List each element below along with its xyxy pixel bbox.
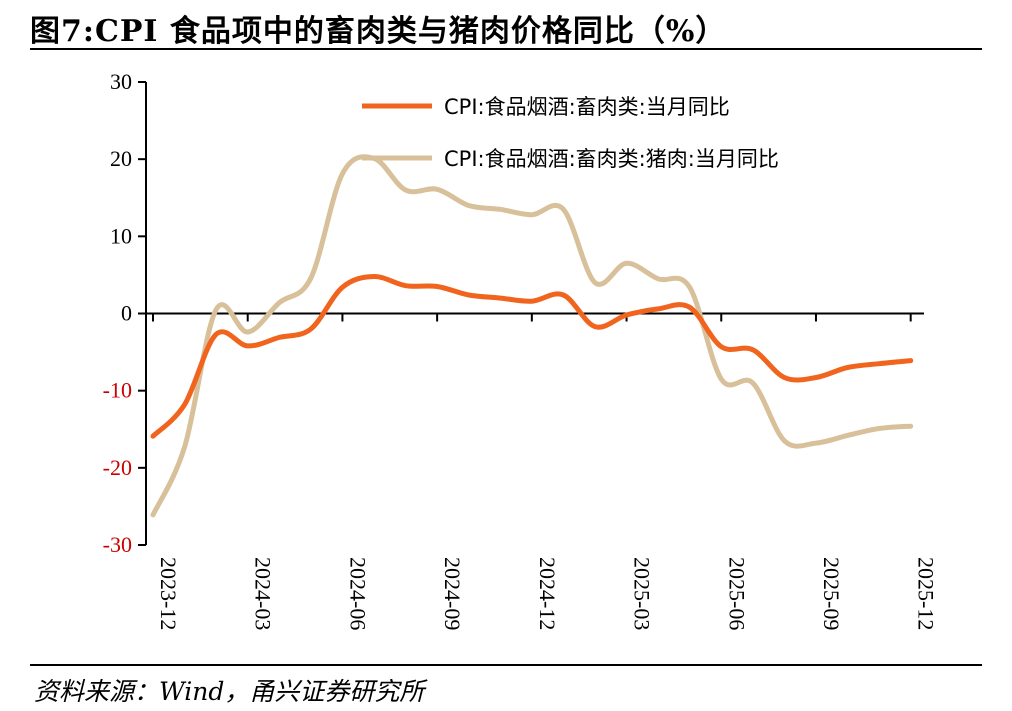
x-tick-label: 2023-12 [156,557,181,630]
series-line-1 [150,274,914,439]
source-rule [30,664,982,666]
x-tick-label: 2024-09 [440,557,465,630]
chart-title: 图7:CPI 食品项中的畜肉类与猪肉价格同比（%） [30,14,727,49]
y-tick-label: 10 [110,223,132,248]
y-tick-label: -20 [103,455,132,480]
y-tick-label: 20 [110,146,132,171]
x-tick-label: 2024-06 [345,557,370,630]
x-tick-label: 2025-03 [630,557,655,630]
axes: 30 20 10 0 -10 -20 -30 2023-12 2024-03 2024-06 202… [103,69,939,630]
y-tick-label: -30 [103,532,132,557]
y-tick-label: 30 [110,69,132,94]
legend: CPI:食品烟酒:畜肉类:当月同比 CPI:食品烟酒:畜肉类:猪肉:当月同比 [362,95,779,171]
x-tick-label: 2024-03 [251,557,276,630]
x-tick-label: 2025-12 [914,557,939,630]
x-tick-label: 2024-12 [535,557,560,630]
legend-label-2: CPI:食品烟酒:畜肉类:猪肉:当月同比 [444,147,779,171]
title-rule [30,48,982,50]
x-tick-label: 2025-09 [819,557,844,630]
legend-label-1: CPI:食品烟酒:畜肉类:当月同比 [444,95,730,119]
y-tick-label: 0 [121,301,132,326]
x-tick-label: 2025-06 [724,557,749,630]
series-line-2 [150,154,914,518]
source-note: 资料来源：Wind，甬兴证券研究所 [34,677,425,706]
series-layer [150,154,914,518]
y-tick-label: -10 [103,378,132,403]
